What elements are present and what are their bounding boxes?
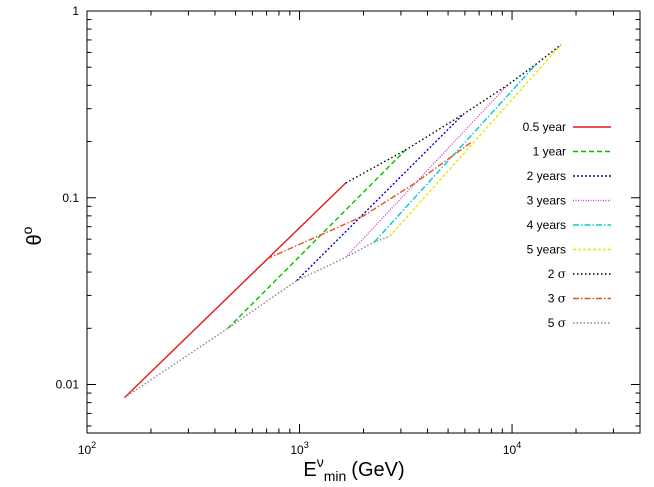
legend-name: 2 bbox=[548, 267, 558, 281]
series-line-0 bbox=[123, 182, 347, 399]
x-tick-mantissa: 10 bbox=[78, 443, 92, 457]
legend-symbol: σ bbox=[558, 267, 566, 281]
series-layer bbox=[123, 44, 562, 399]
legend-name: 0.5 year bbox=[523, 120, 566, 134]
x-axis-title-base: E bbox=[303, 459, 316, 481]
legend-label-6: 2 σ bbox=[548, 267, 566, 281]
x-tick-mantissa: 10 bbox=[290, 443, 304, 457]
legend-symbol: σ bbox=[558, 316, 566, 330]
legend-symbol: σ bbox=[558, 292, 566, 306]
y-tick-label: 1 bbox=[72, 4, 79, 18]
legend-name: 5 years bbox=[527, 243, 566, 257]
y-axis-title-base: θ bbox=[24, 234, 46, 245]
x-axis-title: Eνmin (GeV) bbox=[303, 454, 404, 484]
legend-name: 3 years bbox=[527, 194, 566, 208]
legend-name: 1 year bbox=[533, 145, 566, 159]
legend-label-8: 5 σ bbox=[548, 316, 566, 330]
legend-name: 3 bbox=[548, 292, 558, 306]
y-tick-label: 0.1 bbox=[62, 191, 79, 205]
x-tick-mantissa: 10 bbox=[503, 443, 517, 457]
series-line-8 bbox=[124, 235, 390, 399]
legend-label-4: 4 years bbox=[527, 218, 566, 232]
legend-name: 5 bbox=[548, 316, 558, 330]
legend-name: 2 years bbox=[527, 169, 566, 183]
series-line-4 bbox=[373, 63, 537, 243]
x-axis-title-sup: ν bbox=[317, 454, 324, 470]
x-tick-label: 103 bbox=[290, 440, 308, 457]
x-tick-label: 102 bbox=[78, 440, 96, 457]
x-tick-exponent: 4 bbox=[516, 440, 521, 450]
legend: 0.5 year 1 year 2 years 3 years 4 years 5 yea… bbox=[523, 120, 611, 330]
plot-frame bbox=[86, 10, 641, 434]
x-tick-exponent: 2 bbox=[91, 440, 96, 450]
series-line-3 bbox=[345, 84, 508, 258]
y-axis-title-sup: o bbox=[19, 226, 35, 234]
x-axis-title-unit: (GeV) bbox=[351, 459, 404, 481]
series-line-1 bbox=[227, 149, 406, 329]
legend-label-3: 3 years bbox=[527, 194, 566, 208]
legend-label-0: 0.5 year bbox=[523, 120, 566, 134]
legend-label-2: 2 years bbox=[527, 169, 566, 183]
legend-label-7: 3 σ bbox=[548, 292, 566, 306]
series-line-2 bbox=[296, 113, 464, 282]
legend-label-1: 1 year bbox=[533, 145, 566, 159]
series-line-6 bbox=[345, 44, 562, 184]
legend-label-5: 5 years bbox=[527, 243, 566, 257]
x-axis-title-sub: min bbox=[324, 468, 347, 484]
series-line-5 bbox=[388, 44, 562, 237]
y-axis-title: θo bbox=[19, 226, 46, 245]
legend-name: 4 years bbox=[527, 218, 566, 232]
x-tick-label: 104 bbox=[503, 440, 521, 457]
y-tick-label: 0.01 bbox=[56, 378, 80, 392]
x-tick-exponent: 3 bbox=[304, 440, 309, 450]
